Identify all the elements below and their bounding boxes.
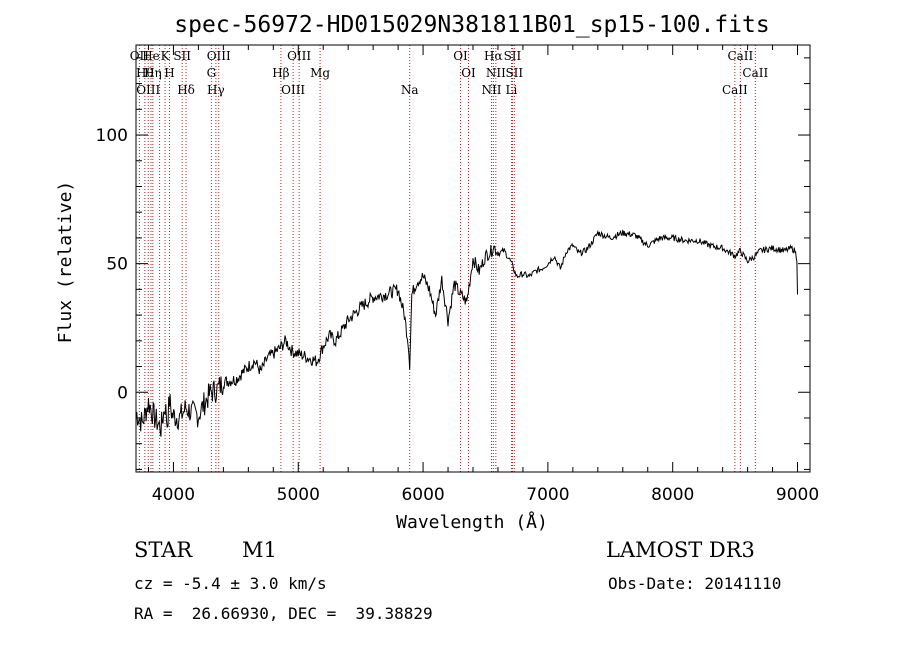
spectral-line-label: K	[161, 49, 171, 63]
spectral-line-label: Hβ	[272, 66, 289, 80]
spectral-line-label: OIII	[281, 83, 305, 97]
x-axis-ticks: 4000 5000 6000 7000 8000 9000	[147, 45, 819, 505]
spectral-line-label: OI	[461, 66, 476, 80]
spectral-line-label: SII	[173, 49, 191, 63]
y-axis-label: Flux (relative)	[55, 181, 76, 344]
x-tick-label: 9000	[776, 485, 819, 505]
chart-title: spec-56972-HD015029N381811B01_sp15-100.f…	[174, 12, 769, 38]
spectral-line-label: Na	[401, 83, 419, 97]
y-tick-label: 50	[106, 255, 128, 275]
spectral-line-label: OIII	[136, 83, 160, 97]
spectral-line-label: OIII	[207, 49, 231, 63]
spectral-line-label: Hδ	[177, 83, 195, 97]
x-tick-label: 8000	[651, 485, 694, 505]
spectral-line-label: Li	[506, 83, 518, 97]
spectral-line-label: Hη	[144, 66, 162, 80]
y-tick-label: 0	[117, 383, 128, 403]
obs-date: Obs-Date: 20141110	[608, 574, 782, 593]
spectral-line-label: SII	[504, 49, 522, 63]
spectral-line-label: SII	[505, 66, 523, 80]
flux-spectrum-line	[135, 229, 798, 437]
spectral-line-label: Hθ	[136, 66, 154, 80]
spectral-line-label: NII	[481, 83, 501, 97]
spectral-line-label: He	[142, 49, 160, 63]
x-tick-label: 6000	[401, 485, 444, 505]
object-subclass: M1	[242, 538, 277, 562]
coordinates: RA = 26.66930, DEC = 39.38829	[134, 604, 433, 623]
spectral-line-label: NII	[486, 66, 506, 80]
spectral-line-label: Hγ	[207, 83, 225, 97]
y-axis-ticks: 0 50 100	[96, 57, 810, 470]
x-tick-label: 7000	[526, 485, 569, 505]
survey-name: LAMOST DR3	[606, 538, 755, 562]
spectral-line-label: H	[164, 66, 174, 80]
spectral-line-label: OIII	[287, 49, 311, 63]
spectral-line-label: OII	[130, 49, 150, 63]
spectral-line-label: CaII	[742, 66, 768, 80]
x-tick-label: 4000	[152, 485, 195, 505]
spectral-line-label: CaII	[722, 83, 748, 97]
redshift-value: cz = -5.4 ± 3.0 km/s	[134, 574, 327, 593]
y-tick-label: 100	[96, 126, 128, 146]
spectral-line-label: OI	[453, 49, 468, 63]
spectral-line-label: CaII	[727, 49, 753, 63]
spectral-line-label: G	[207, 66, 217, 80]
spectral-line-markers	[138, 45, 756, 472]
spectral-line-label: Mg	[310, 66, 330, 80]
x-tick-label: 5000	[277, 485, 320, 505]
object-class: STAR	[134, 538, 193, 562]
x-axis-label: Wavelength (Å)	[396, 511, 548, 533]
spectral-line-label: Hα	[484, 49, 503, 63]
